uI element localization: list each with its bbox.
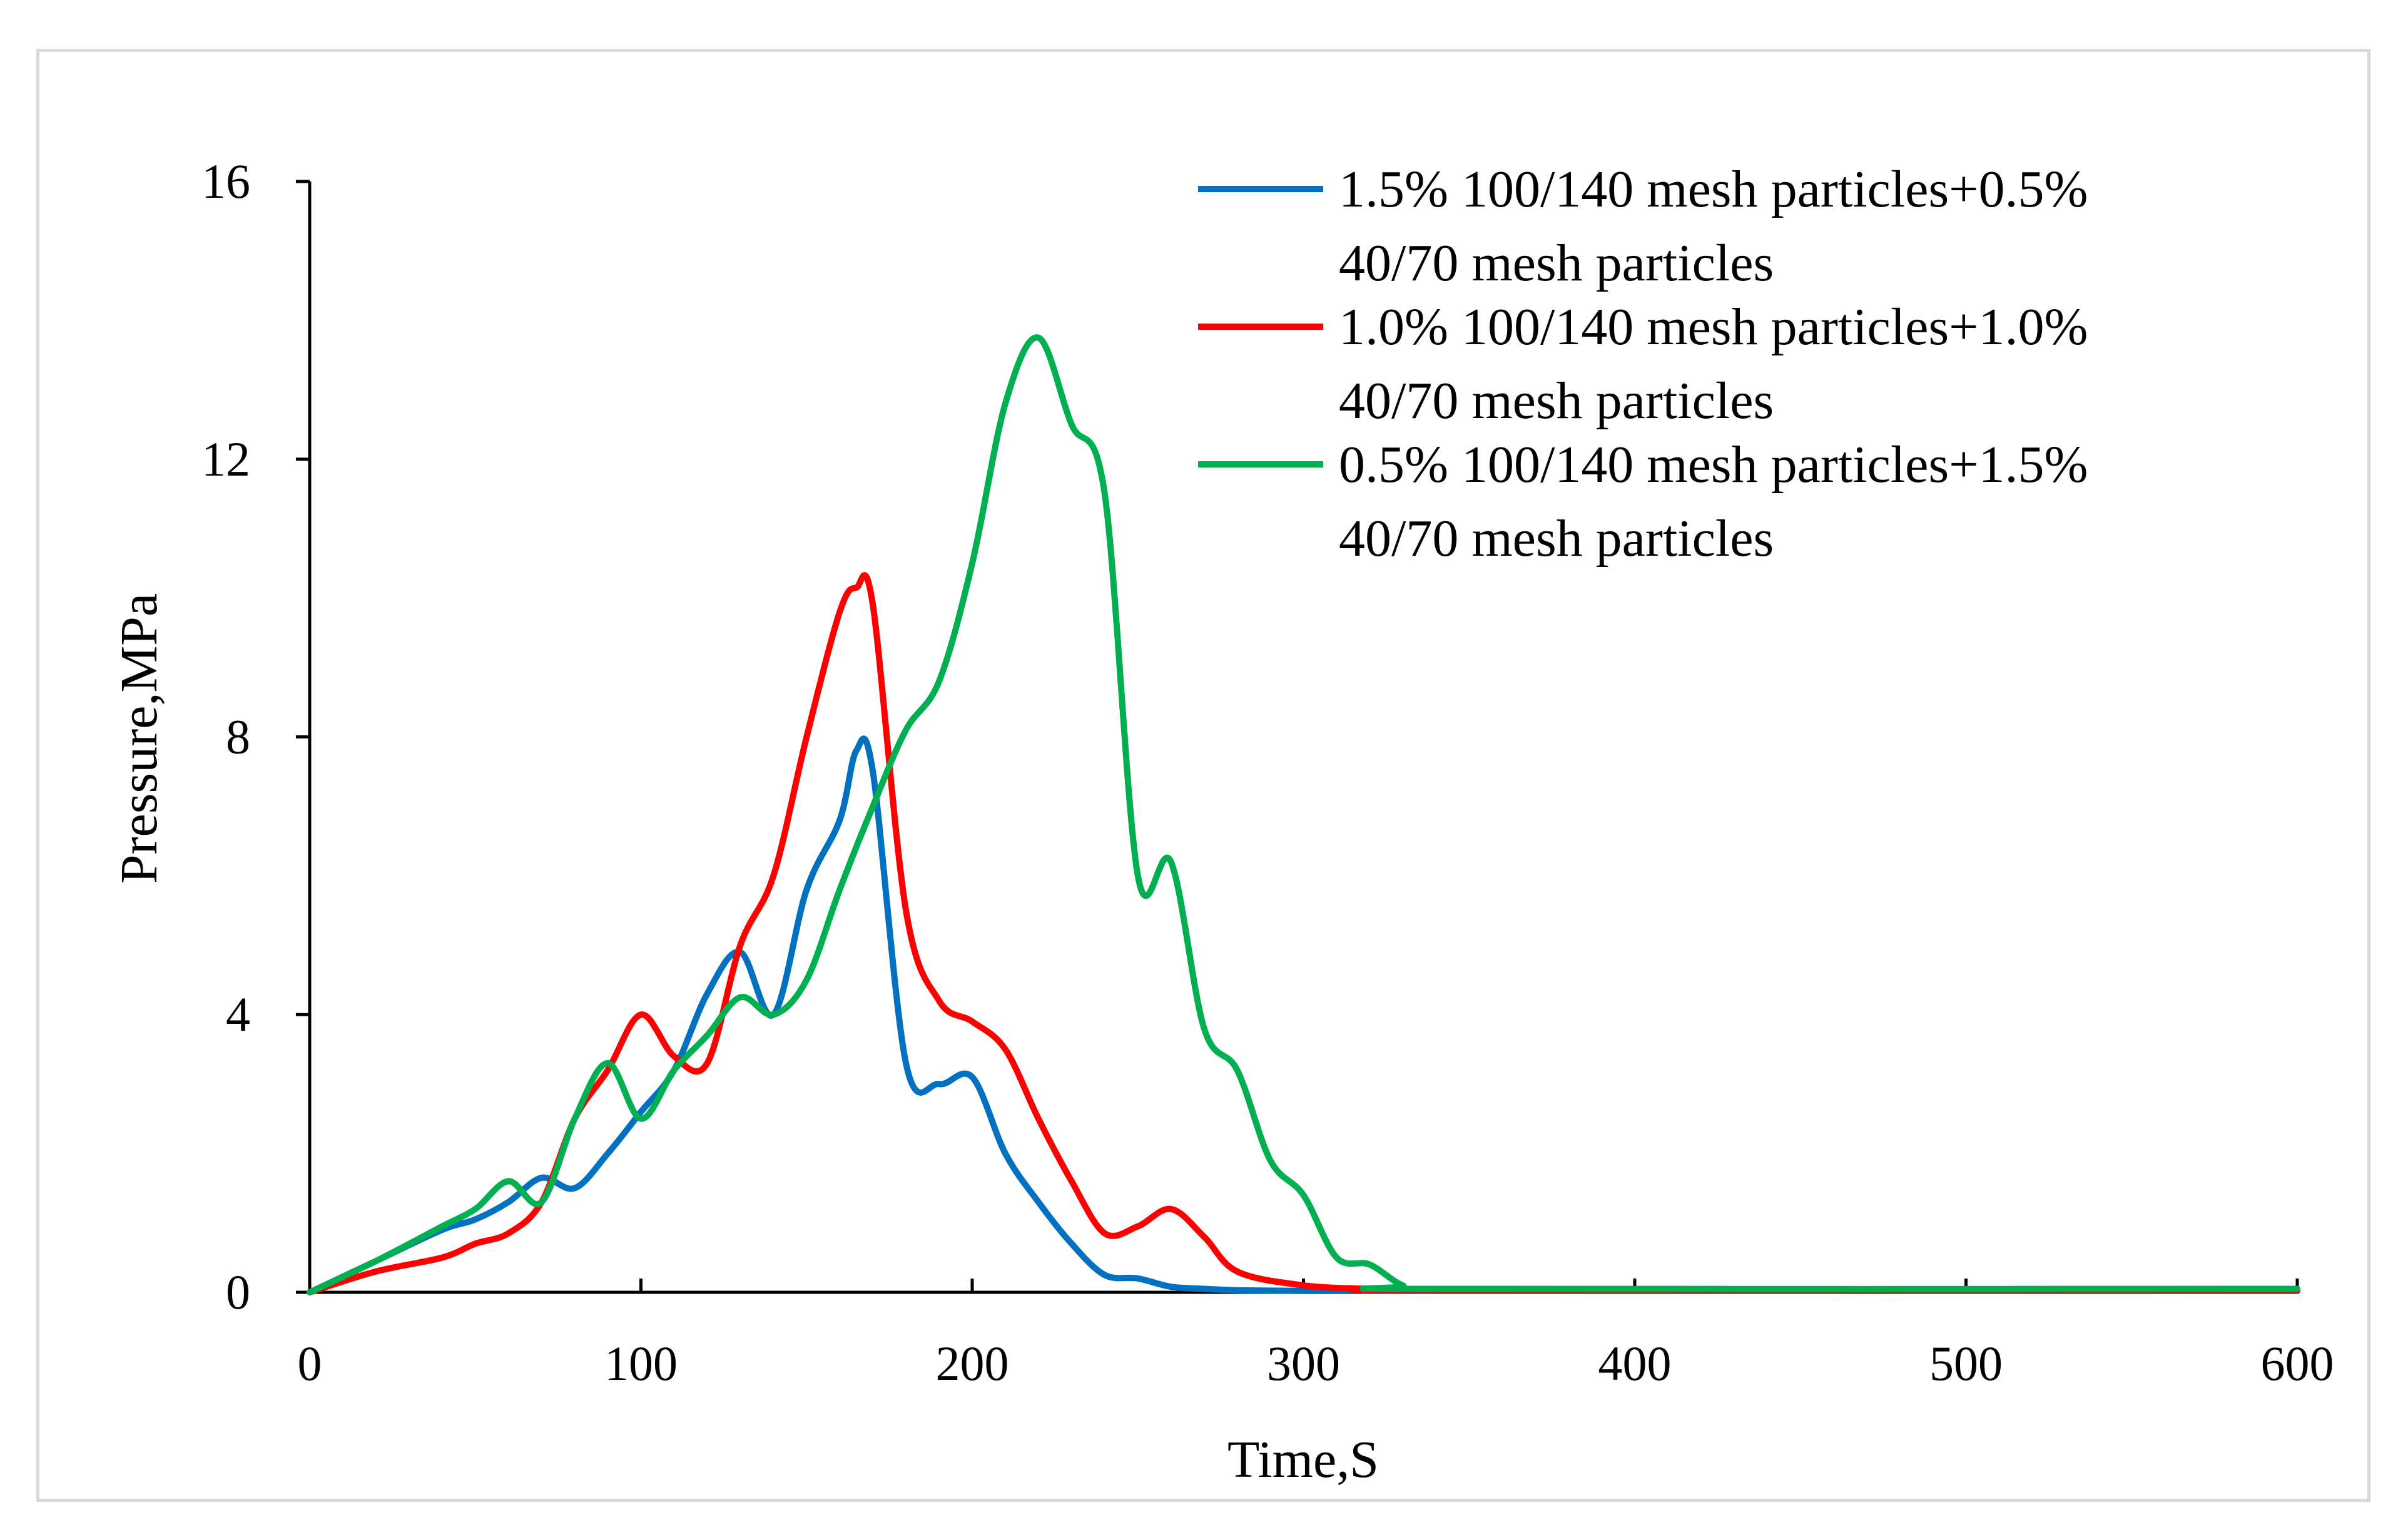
y-tick-label: 8 [226,710,250,764]
legend-label: 40/70 mesh particles [1339,234,1774,292]
series-green-line [307,334,2300,1295]
x-tick-label: 300 [1267,1336,1340,1391]
x-axis-title: Time,S [1227,1431,1379,1489]
x-tick-label: 500 [1929,1336,2003,1391]
legend-label: 1.0% 100/140 mesh particles+1.0% [1339,298,2088,356]
series-layer [307,334,2300,1295]
y-tick-label: 0 [226,1265,250,1319]
y-tick-label: 4 [226,987,250,1041]
x-tick-label: 200 [936,1336,1009,1391]
y-axis-title: Pressure,MPa [110,593,168,884]
legend-label: 1.5% 100/140 mesh particles+0.5% [1339,160,2088,218]
x-tick-label: 600 [2261,1336,2334,1391]
ticks: 0 100 200 300 400 500 600 0 4 8 12 16 [201,154,2334,1391]
x-tick-label: 100 [604,1336,678,1391]
legend-label: 40/70 mesh particles [1339,509,1774,568]
legend-label: 0.5% 100/140 mesh particles+1.5% [1339,436,2088,494]
x-tick-label: 0 [298,1336,322,1391]
series-blue-line [307,735,2300,1295]
x-tick-label: 400 [1598,1336,1672,1391]
legend: 1.5% 100/140 mesh particles+0.5% 40/70 me… [1198,160,2088,568]
legend-label: 40/70 mesh particles [1339,372,1774,430]
y-tick-label: 16 [201,154,250,208]
series-red-line [307,572,2300,1295]
y-tick-label: 12 [201,432,250,486]
